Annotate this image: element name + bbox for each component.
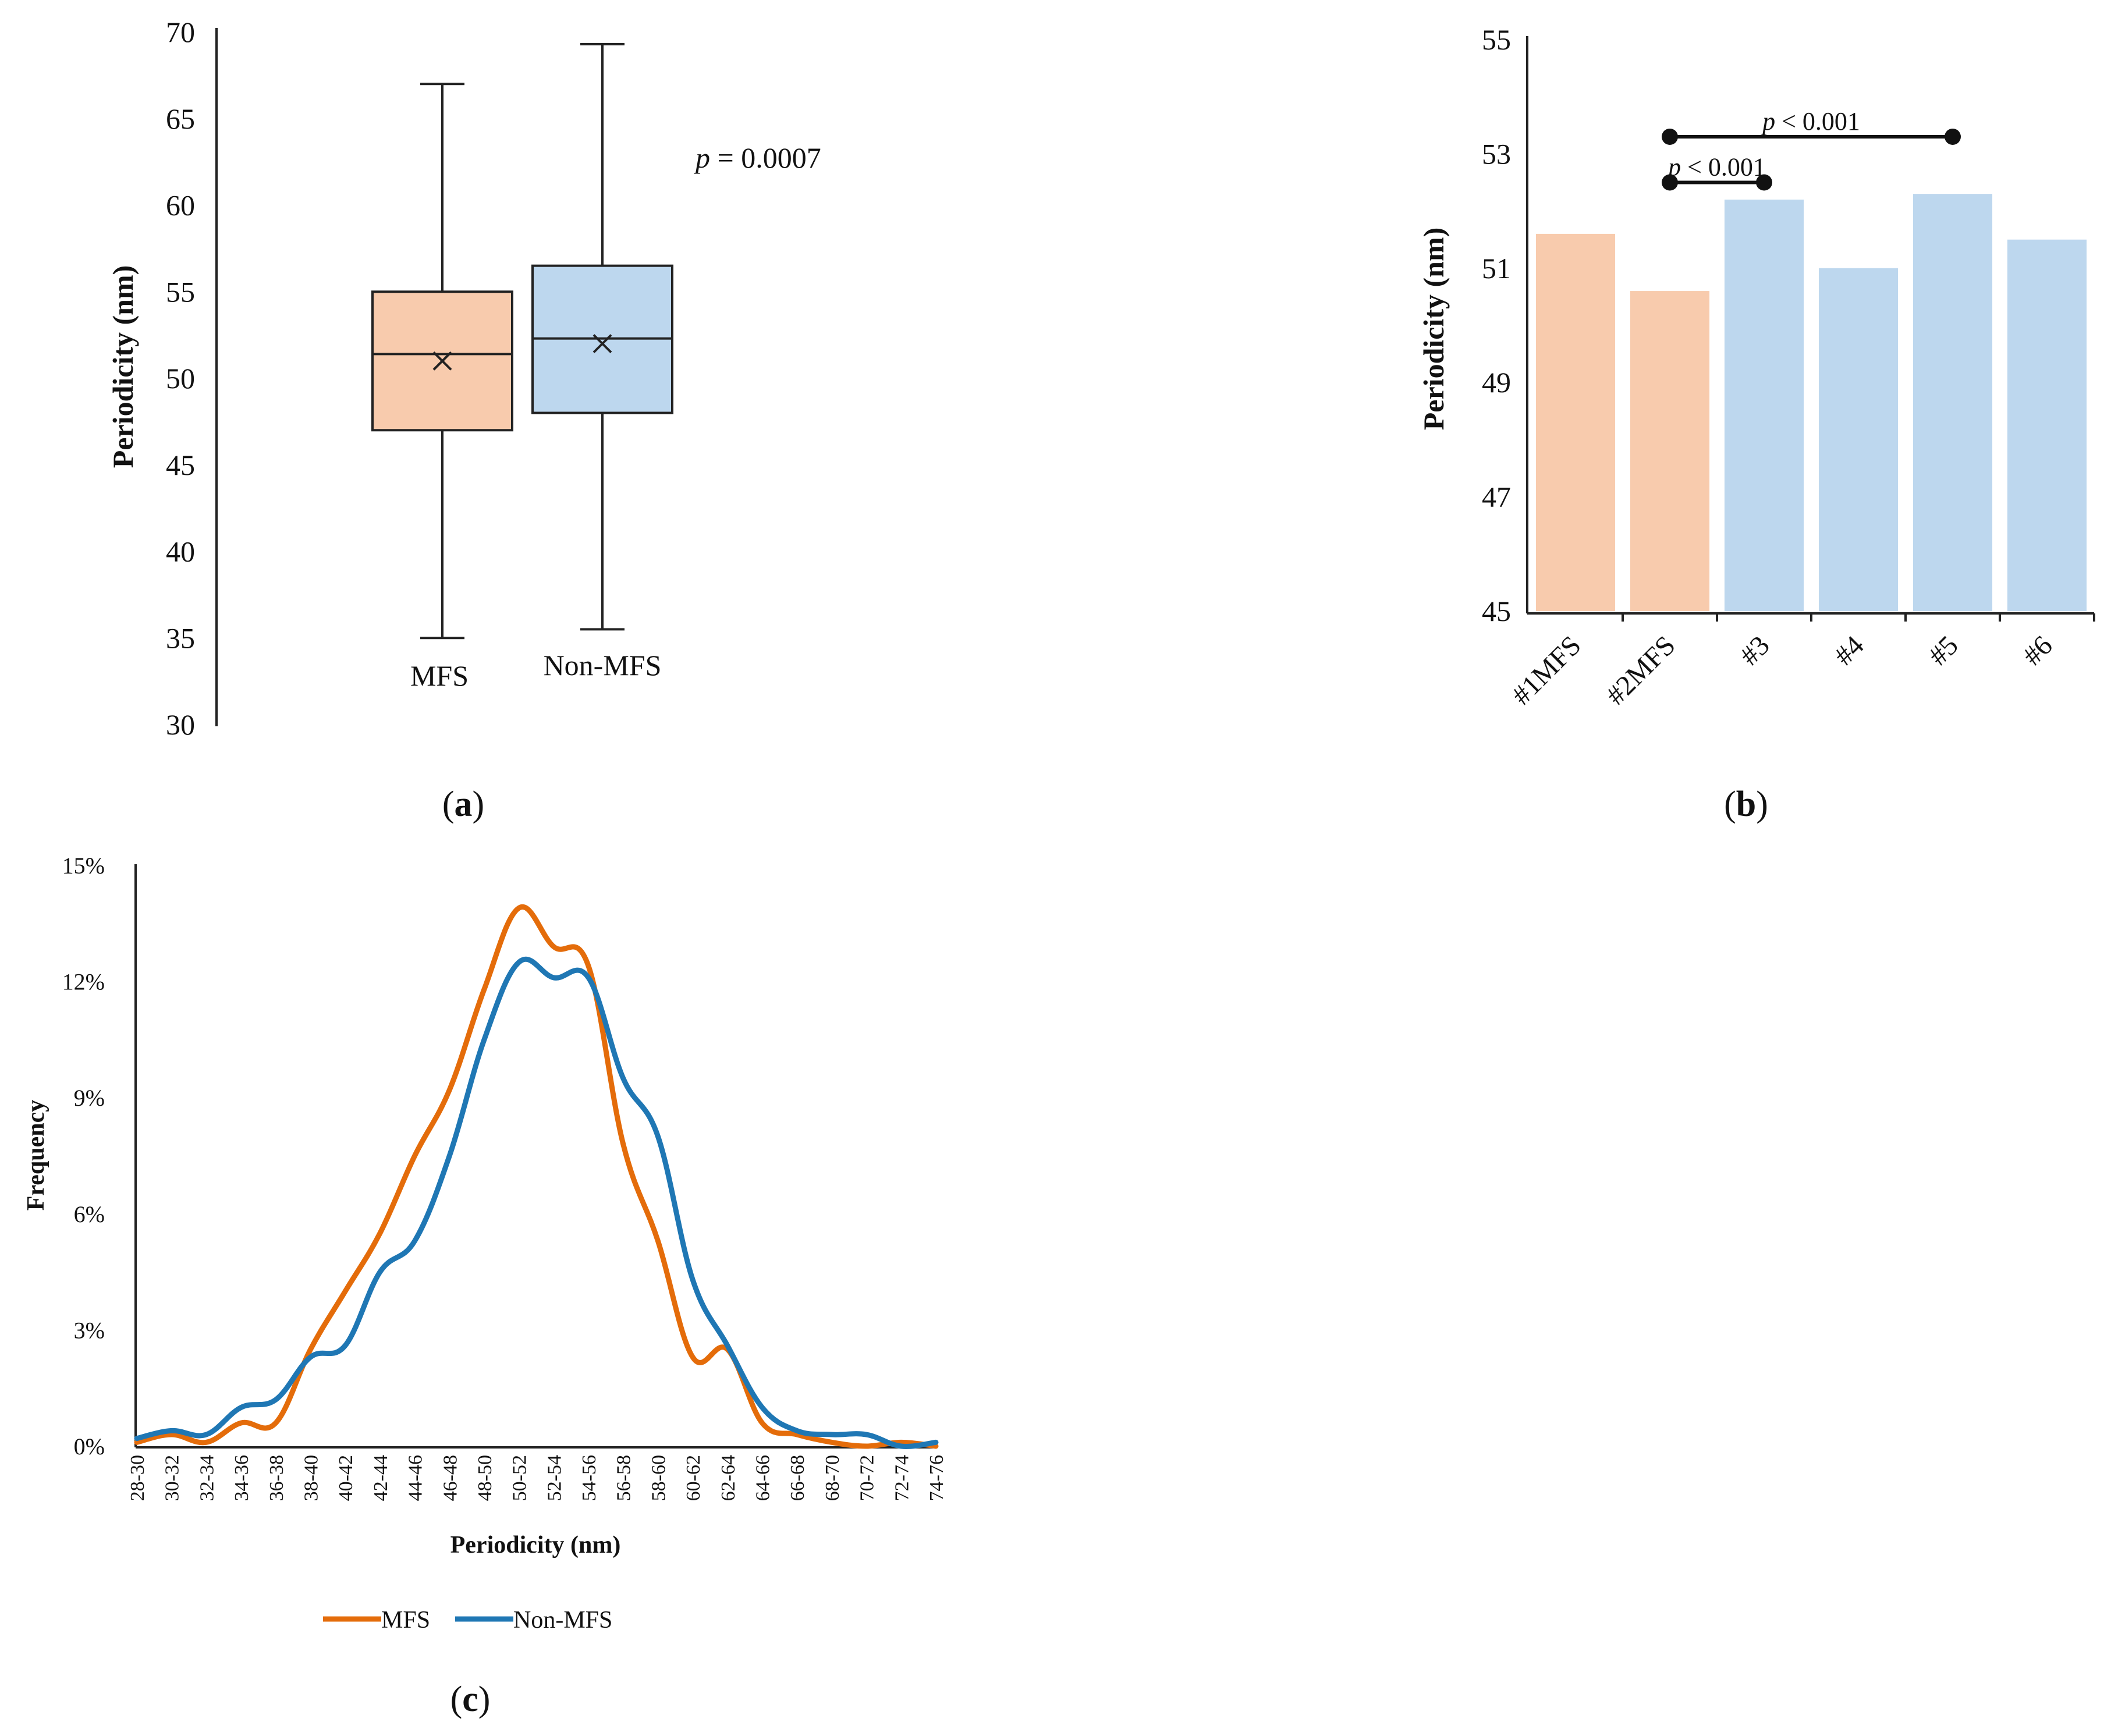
x-tick-label: 34-36 [231, 1455, 253, 1501]
y-tick-label: 55 [1482, 23, 1511, 56]
category-label: MFS [410, 659, 469, 692]
category-label: Non-MFS [544, 649, 662, 681]
y-tick-label: 30 [166, 708, 195, 741]
x-tick-label: 30-32 [162, 1455, 183, 1501]
y-tick-labels: 45 47 49 51 53 55 [1482, 23, 1511, 627]
x-tick-label: 58-60 [648, 1455, 669, 1501]
y-axis-title: Frequency [23, 1100, 49, 1211]
series-lines [134, 904, 939, 1449]
significance-endpoint [1662, 174, 1678, 191]
x-tick-labels: 28-30 30-32 32-34 34-36 36-38 38-40 40-42 42-44… [127, 1455, 948, 1501]
bar [1818, 268, 1899, 611]
bar [1535, 233, 1616, 611]
significance-label: p < 0.001 [1761, 107, 1860, 136]
x-tick-label: 68-70 [822, 1455, 843, 1501]
line-chart-panel: 0% 3% 6% 9% 12% 15% 28-30 30-32 32-34 34-36 36-38… [23, 853, 948, 1719]
x-tick-label: 56-58 [613, 1455, 635, 1501]
y-tick-label: 50 [166, 362, 195, 395]
x-axis-title: Periodicity (nm) [450, 1532, 621, 1559]
y-tick-labels: 0% 3% 6% 9% 12% 15% [62, 853, 105, 1460]
boxes: MFS Non-MFS [371, 42, 673, 692]
y-tick-label: 45 [166, 449, 195, 481]
bar [1724, 199, 1804, 612]
x-tick-label: 48-50 [474, 1455, 496, 1501]
y-tick-label: 15% [62, 853, 105, 879]
y-tick-label: 60 [166, 189, 195, 222]
x-tick-label: 46-48 [439, 1455, 461, 1501]
x-tick-label: 52-54 [544, 1455, 565, 1501]
x-tick-label: 32-34 [196, 1455, 218, 1501]
y-tick-label: 55 [166, 275, 195, 308]
y-tick-label: 70 [166, 16, 195, 48]
x-tick-label: #6 [2017, 630, 2058, 671]
x-tick-label: 36-38 [266, 1455, 288, 1501]
y-tick-label: 12% [62, 969, 105, 995]
y-tick-label: 9% [74, 1085, 105, 1111]
box-plot-panel: 30 35 40 45 50 55 60 65 70 Periodicity (nm) MFS N… [107, 16, 821, 824]
x-tick-label: #5 [1922, 630, 1964, 671]
legend-label: Non-MFS [513, 1607, 612, 1634]
x-tick-label: 28-30 [127, 1455, 148, 1501]
x-tick-label: #4 [1828, 630, 1869, 671]
mean-marker [432, 351, 452, 371]
y-tick-label: 40 [166, 535, 195, 568]
x-tick-label: 44-46 [405, 1455, 427, 1501]
bar [2007, 239, 2087, 611]
box-group: Non-MFS [531, 42, 673, 681]
y-tick-label: 45 [1482, 595, 1511, 627]
legend: MFS Non-MFS [323, 1607, 612, 1634]
y-tick-label: 53 [1482, 137, 1511, 170]
box-group: MFS [371, 83, 513, 692]
y-tick-label: 6% [74, 1201, 105, 1227]
x-tick-label: 72-74 [891, 1455, 913, 1501]
x-tick-label: 42-44 [370, 1455, 392, 1501]
y-axis-title: Periodicity (nm) [107, 265, 139, 468]
y-tick-label: 0% [74, 1433, 105, 1460]
x-tick-label: 66-68 [787, 1455, 808, 1501]
x-tick-label: 60-62 [683, 1455, 704, 1501]
y-tick-label: 47 [1482, 481, 1511, 513]
legend-label: MFS [381, 1607, 430, 1634]
panel-caption: (b) [1724, 784, 1768, 824]
series-line [134, 956, 939, 1449]
x-tick-label: #2MFS [1600, 630, 1681, 711]
x-tick-label: 62-64 [718, 1455, 739, 1501]
significance-label: p < 0.001 [1666, 153, 1766, 182]
x-tick-label: 70-72 [857, 1455, 878, 1501]
y-tick-label: 65 [166, 102, 195, 135]
series-line [134, 904, 939, 1449]
y-tick-label: 51 [1482, 252, 1511, 285]
bar [1913, 194, 1993, 611]
p-value-annotation: p = 0.0007 [694, 141, 821, 174]
panel-caption: (c) [450, 1680, 491, 1719]
bar [1630, 291, 1710, 612]
y-tick-labels: 30 35 40 45 50 55 60 65 70 [166, 16, 195, 741]
bars [1535, 194, 2087, 612]
x-tick-label: #1MFS [1506, 630, 1587, 711]
y-tick-label: 49 [1482, 366, 1511, 399]
y-tick-label: 35 [166, 622, 195, 654]
x-tick-label: #3 [1734, 630, 1775, 671]
panel-caption: (a) [442, 784, 484, 824]
x-tick-label: 64-66 [753, 1455, 774, 1501]
x-tick-label: 40-42 [335, 1455, 357, 1501]
significance-endpoint [1662, 128, 1678, 145]
mean-marker [593, 334, 612, 353]
x-tick-labels: #1MFS #2MFS #3 #4 #5 #6 [1506, 613, 2095, 711]
x-tick-label: 54-56 [579, 1455, 600, 1501]
significance-endpoint [1756, 174, 1772, 191]
x-tick-label: 74-76 [926, 1455, 948, 1501]
significance-brackets: p < 0.001 p < 0.001 [1662, 107, 1961, 191]
y-tick-label: 3% [74, 1317, 105, 1343]
x-tick-label: 50-52 [509, 1455, 531, 1501]
significance-endpoint [1945, 128, 1961, 145]
x-tick-label: 38-40 [300, 1455, 322, 1501]
y-axis-title: Periodicity (nm) [1417, 228, 1450, 431]
bar-chart-panel: 45 47 49 51 53 55 #1MFS #2MFS #3 #4 #5 #6 p < 0.00… [1417, 23, 2095, 824]
